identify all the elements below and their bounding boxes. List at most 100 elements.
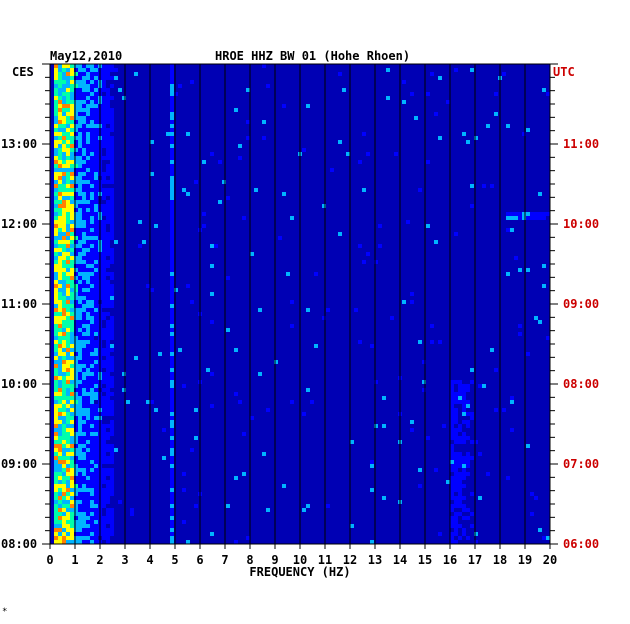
heatmap-cell [110, 320, 114, 324]
heatmap-cell [70, 480, 74, 484]
heatmap-cell [66, 144, 70, 148]
heatmap-cell [242, 472, 246, 476]
heatmap-cell [94, 328, 98, 332]
heatmap-cell [78, 96, 82, 100]
heatmap-cell [106, 264, 110, 268]
heatmap-cell [106, 100, 110, 104]
heatmap-cell [54, 540, 58, 544]
heatmap-cell [70, 212, 74, 216]
heatmap-cell [102, 404, 106, 408]
heatmap-cell [90, 336, 94, 340]
heatmap-cell [274, 360, 278, 364]
heatmap-cell [70, 104, 74, 108]
heatmap-cell [170, 256, 174, 260]
heatmap-cell [94, 116, 98, 120]
heatmap-cell [54, 392, 58, 396]
heatmap-cell [66, 492, 70, 496]
heatmap-cell [66, 384, 70, 388]
heatmap-cell [58, 292, 62, 296]
heatmap-cell [82, 272, 86, 276]
heatmap-cell [86, 192, 90, 196]
heatmap-cell [94, 448, 98, 452]
heatmap-cell [82, 480, 86, 484]
heatmap-cell [258, 308, 262, 312]
heatmap-cell [82, 240, 86, 244]
heatmap-cell [74, 192, 78, 196]
heatmap-cell [94, 148, 98, 152]
heatmap-cell [102, 120, 106, 124]
heatmap-cell [90, 308, 94, 312]
heatmap-cell [422, 388, 426, 392]
heatmap-cell [106, 252, 110, 256]
heatmap-cell [62, 72, 66, 76]
heatmap-cell [170, 452, 174, 456]
heatmap-cell [542, 212, 546, 216]
x-tick-label: 19 [518, 553, 532, 567]
heatmap-cell [78, 220, 82, 224]
heatmap-cell [58, 508, 62, 512]
heatmap-cell [454, 500, 458, 504]
heatmap-cell [482, 384, 486, 388]
heatmap-cell [78, 272, 82, 276]
heatmap-cell [70, 308, 74, 312]
heatmap-cell [70, 216, 74, 220]
heatmap-cell [78, 120, 82, 124]
heatmap-cell [66, 192, 70, 196]
heatmap-cell [106, 284, 110, 288]
heatmap-cell [74, 440, 78, 444]
heatmap-cell [102, 428, 106, 432]
heatmap-cell [350, 524, 354, 528]
heatmap-cell [102, 104, 106, 108]
heatmap-cell [262, 452, 266, 456]
heatmap-cell [90, 500, 94, 504]
heatmap-cell [110, 128, 114, 132]
heatmap-cell [106, 436, 110, 440]
heatmap-cell [62, 68, 66, 72]
heatmap-cell [66, 88, 70, 92]
heatmap-cell [170, 264, 174, 268]
heatmap-cell [170, 324, 174, 328]
heatmap-cell [78, 172, 82, 176]
heatmap-cell [102, 116, 106, 120]
heatmap-cell [66, 304, 70, 308]
heatmap-cell [110, 112, 114, 116]
heatmap-cell [86, 120, 90, 124]
heatmap-cell [450, 456, 454, 460]
heatmap-cell [66, 312, 70, 316]
heatmap-cell [94, 296, 98, 300]
heatmap-cell [58, 468, 62, 472]
heatmap-cell [62, 180, 66, 184]
heatmap-cell [250, 252, 254, 256]
heatmap-cell [70, 504, 74, 508]
heatmap-cell [450, 384, 454, 388]
heatmap-cell [58, 356, 62, 360]
heatmap-cell [90, 540, 94, 544]
heatmap-cell [54, 516, 58, 520]
heatmap-cell [70, 136, 74, 140]
heatmap-cell [130, 508, 134, 512]
heatmap-cell [454, 540, 458, 544]
heatmap-cell [78, 328, 82, 332]
heatmap-cell [66, 132, 70, 136]
heatmap-cell [70, 200, 74, 204]
heatmap-cell [74, 124, 78, 128]
heatmap-cell [66, 180, 70, 184]
heatmap-cell [462, 476, 466, 480]
heatmap-cell [74, 392, 78, 396]
heatmap-cell [58, 424, 62, 428]
heatmap-cell [106, 88, 110, 92]
heatmap-cell [82, 324, 86, 328]
heatmap-cell [58, 380, 62, 384]
heatmap-cell [210, 292, 214, 296]
heatmap-cell [206, 368, 210, 372]
heatmap-cell [58, 340, 62, 344]
heatmap-cell [86, 388, 90, 392]
heatmap-cell [66, 500, 70, 504]
heatmap-cell [110, 188, 114, 192]
heatmap-cell [106, 480, 110, 484]
heatmap-cell [90, 312, 94, 316]
heatmap-cell [70, 512, 74, 516]
heatmap-cell [102, 240, 106, 244]
heatmap-cell [110, 452, 114, 456]
heatmap-cell [458, 500, 462, 504]
